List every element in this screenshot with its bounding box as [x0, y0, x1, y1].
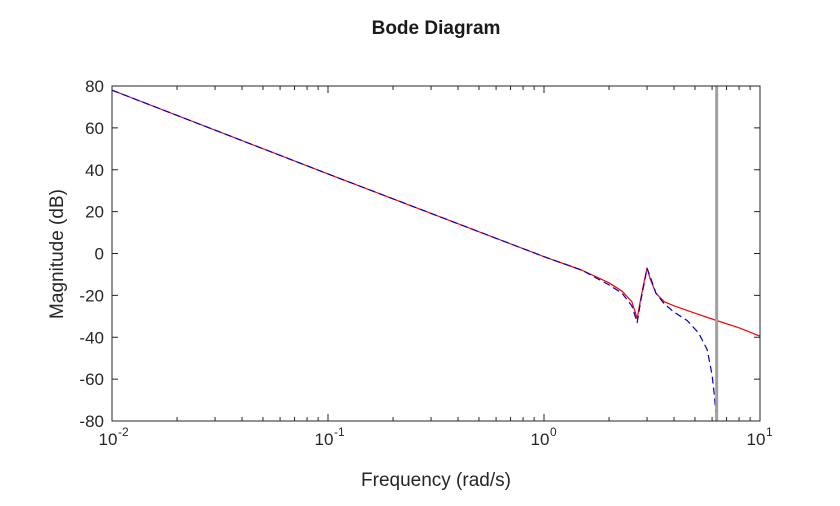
- x-tick-exponent-0: -2: [118, 425, 129, 439]
- x-tick-label-1: 10 -1: [315, 425, 345, 449]
- plot-area: [112, 86, 760, 421]
- x-tick-exponent-1: -1: [334, 425, 345, 439]
- y-tick-label-4: 0: [95, 245, 104, 264]
- y-tick-label-6: -40: [79, 328, 104, 347]
- series-line-1: [111, 89, 718, 422]
- y-tick-label-0: 80: [85, 77, 104, 96]
- y-tick-label-3: 20: [85, 203, 104, 222]
- x-tick-label-3: 10 1: [747, 425, 773, 449]
- y-tick-label-5: -20: [79, 286, 104, 305]
- x-axis-label: Frequency (rad/s): [361, 470, 511, 491]
- axis-ticks: [111, 85, 760, 422]
- plot-frame: [111, 85, 761, 422]
- y-tick-label-7: -60: [79, 370, 104, 389]
- y-tick-labels: 80 60 40 20 0 -20 -40 -60 -80: [79, 77, 104, 431]
- x-tick-exponent-2: 0: [550, 425, 557, 439]
- y-tick-label-2: 40: [85, 161, 104, 180]
- y-axis-label: Magnitude (dB): [47, 189, 68, 319]
- x-tick-base-2: 10: [531, 430, 550, 449]
- y-tick-label-1: 60: [85, 119, 104, 138]
- x-tick-exponent-3: 1: [766, 425, 773, 439]
- chart-title: Bode Diagram: [372, 18, 501, 39]
- x-tick-label-0: 10 -2: [99, 425, 129, 449]
- x-tick-base-0: 10: [99, 430, 118, 449]
- x-tick-labels: 10 -2 10 -1 10 0 10 1: [99, 425, 773, 449]
- series-group: [111, 89, 761, 422]
- x-tick-base-1: 10: [315, 430, 334, 449]
- series-line-0: [111, 89, 761, 337]
- x-tick-base-3: 10: [747, 430, 766, 449]
- x-tick-label-2: 10 0: [531, 425, 557, 449]
- y-tick-label-8: -80: [79, 412, 104, 431]
